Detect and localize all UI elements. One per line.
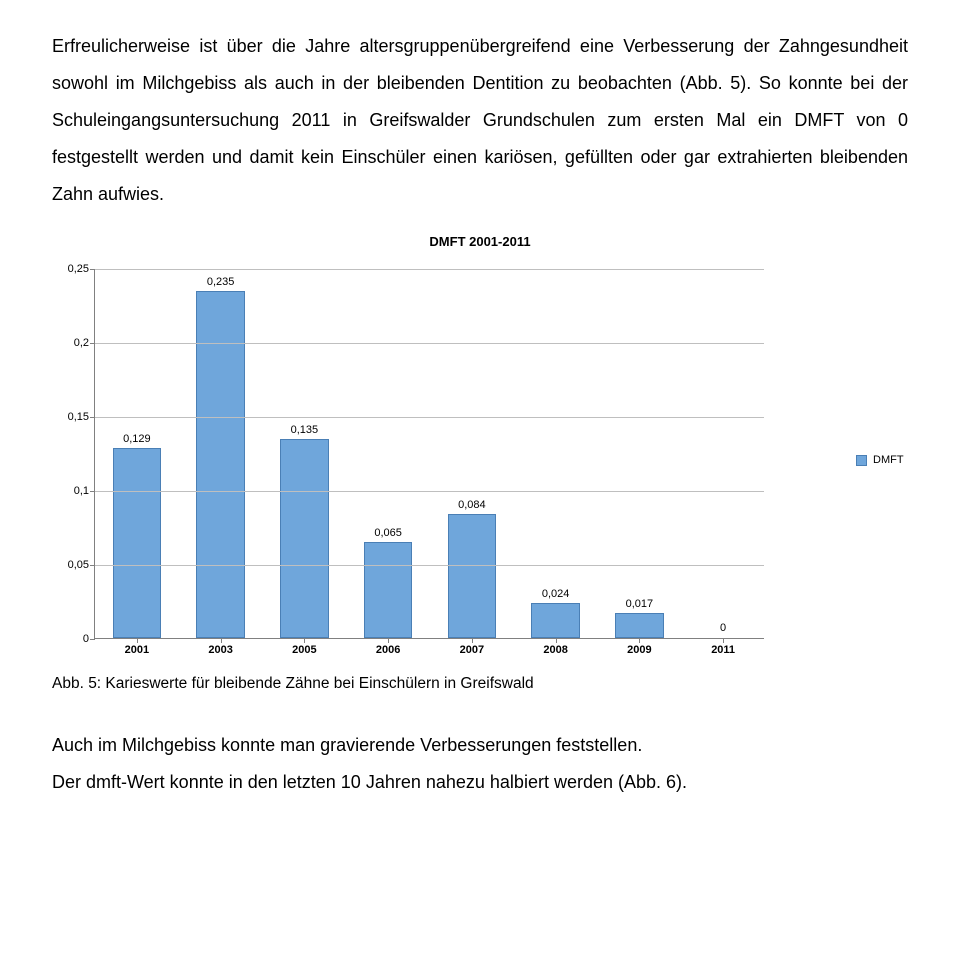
gridline — [95, 565, 764, 566]
trailing-paragraph-1: Auch im Milchgebiss konnte man gravieren… — [52, 727, 908, 764]
chart-box: 0,129 0,235 0,135 0,065 0,084 0,024 0,017 0 0 0,… — [52, 259, 842, 661]
legend-label: DMFT — [873, 454, 904, 466]
bar: 0,084 — [448, 514, 497, 638]
legend-swatch — [856, 455, 867, 466]
y-tick-mark — [90, 343, 95, 344]
x-tick-mark — [388, 638, 389, 643]
trailing-paragraph-2: Der dmft-Wert konnte in den letzten 10 J… — [52, 764, 908, 801]
legend: DMFT — [856, 454, 904, 466]
bar-value-label: 0,129 — [123, 433, 151, 449]
gridline — [95, 269, 764, 270]
x-tick-mark — [137, 638, 138, 643]
bar-value-label: 0,065 — [374, 527, 402, 543]
chart-wrap: 0,129 0,235 0,135 0,065 0,084 0,024 0,017 0 0 0,… — [52, 259, 908, 661]
chart-title: DMFT 2001-2011 — [52, 234, 908, 249]
bar-value-label: 0,024 — [542, 588, 570, 604]
bars-container: 0,129 0,235 0,135 0,065 0,084 0,024 0,017 0 — [95, 269, 764, 638]
x-tick-mark — [556, 638, 557, 643]
bar: 0,017 — [615, 613, 664, 638]
y-tick-mark — [90, 565, 95, 566]
bar: 0,065 — [364, 542, 413, 638]
y-tick-mark — [90, 491, 95, 492]
bar-value-label: 0,084 — [458, 499, 486, 515]
bar-value-label: 0 — [720, 622, 726, 638]
bar-value-label: 0,235 — [207, 276, 235, 292]
bar-value-label: 0,135 — [291, 424, 319, 440]
bar: 0,129 — [113, 448, 162, 639]
x-tick-mark — [221, 638, 222, 643]
x-tick-mark — [639, 638, 640, 643]
bar-value-label: 0,017 — [626, 598, 654, 614]
y-tick-mark — [90, 417, 95, 418]
chart-block: DMFT 2001-2011 0,129 0,235 0,135 0,065 0,084… — [52, 234, 908, 693]
page: Erfreulicherweise ist über die Jahre alt… — [0, 0, 960, 960]
bar: 0,024 — [531, 603, 580, 639]
gridline — [95, 417, 764, 418]
y-tick-mark — [90, 639, 95, 640]
gridline — [95, 343, 764, 344]
x-tick-mark — [723, 638, 724, 643]
bar: 0,135 — [280, 439, 329, 639]
plot-area: 0,129 0,235 0,135 0,065 0,084 0,024 0,017 0 0 0,… — [94, 269, 764, 639]
x-tick-mark — [472, 638, 473, 643]
y-tick-mark — [90, 269, 95, 270]
gridline — [95, 491, 764, 492]
figure-caption: Abb. 5: Karieswerte für bleibende Zähne … — [52, 675, 908, 693]
intro-paragraph: Erfreulicherweise ist über die Jahre alt… — [52, 28, 908, 212]
x-tick-mark — [304, 638, 305, 643]
